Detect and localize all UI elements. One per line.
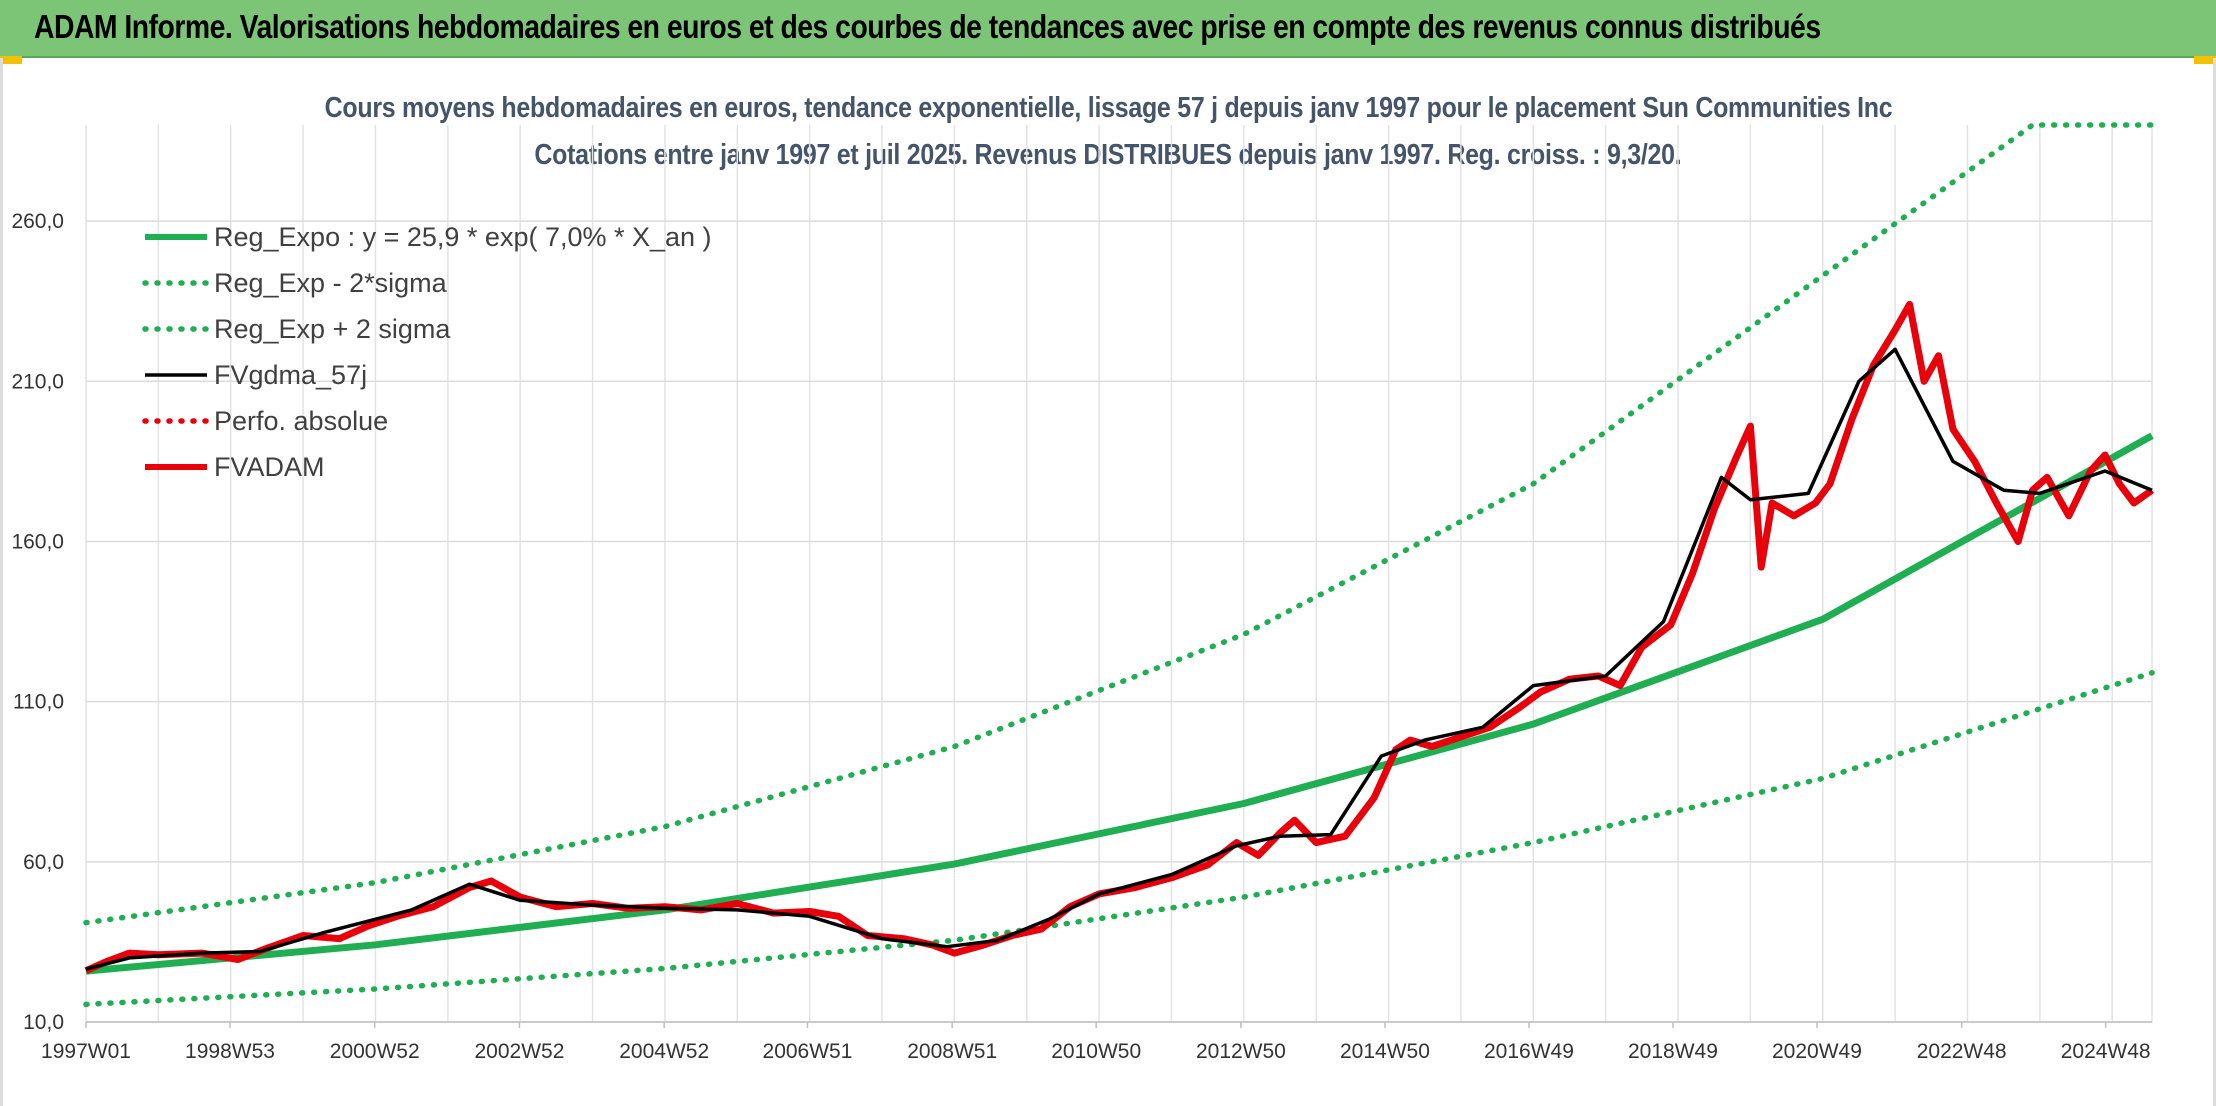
legend: Reg_Expo : y = 25,9 * exp( 7,0% * X_an )… xyxy=(142,222,712,482)
y-tick-label: 10,0 xyxy=(23,1011,64,1034)
x-tick-label: 2016W49 xyxy=(1484,1040,1574,1063)
x-tick-label: 2020W49 xyxy=(1772,1040,1862,1063)
x-tick-label: 2012W50 xyxy=(1196,1040,1286,1063)
y-tick-label: 160,0 xyxy=(11,530,64,553)
x-tick-label: 2010W50 xyxy=(1051,1040,1141,1063)
x-tick-label: 2000W52 xyxy=(330,1040,420,1063)
legend-entry: Reg_Exp + 2 sigma xyxy=(214,314,451,344)
x-tick-label: 2008W51 xyxy=(907,1040,997,1063)
legend-entry: FVADAM xyxy=(214,452,325,482)
y-tick-label: 110,0 xyxy=(13,691,64,714)
x-tick-label: 2014W50 xyxy=(1340,1040,1430,1063)
y-tick-label: 210,0 xyxy=(11,370,64,393)
x-tick-label: 2022W48 xyxy=(1917,1040,2007,1063)
x-tick-label: 1998W53 xyxy=(185,1040,275,1063)
legend-entry: Perfo. absolue xyxy=(214,406,388,436)
corner-marker-left xyxy=(0,56,22,64)
chart-subtitle: Cotations entre janv 1997 et juil 2025. … xyxy=(534,139,1682,171)
legend-entry: Reg_Exp - 2*sigma xyxy=(214,268,448,298)
x-tick-label: 2024W48 xyxy=(2061,1040,2151,1063)
report-title: ADAM Informe. Valorisations hebdomadaire… xyxy=(34,8,1821,45)
x-tick-label: 2018W49 xyxy=(1628,1040,1718,1063)
series-line-3 xyxy=(85,347,2153,971)
right-edge xyxy=(2213,58,2216,1106)
axis-layer: 10,0 60,0 110,0 160,0 210,0 260,0 1997W01 1998W… xyxy=(11,210,2152,1063)
series-line-2 xyxy=(83,122,2155,926)
x-tick-label: 2002W52 xyxy=(475,1040,565,1063)
y-tick-label: 260,0 xyxy=(11,210,64,233)
x-tick-label: 1997W01 xyxy=(41,1040,131,1063)
legend-entry: FVgdma_57j xyxy=(214,360,367,390)
left-edge xyxy=(0,58,3,1106)
series-line-0 xyxy=(85,432,2154,975)
series-layer xyxy=(83,122,2155,1008)
legend-entry: Reg_Expo : y = 25,9 * exp( 7,0% * X_an ) xyxy=(214,222,712,252)
y-tick-label: 60,0 xyxy=(23,851,64,874)
corner-marker-right xyxy=(2194,56,2216,64)
series-line-5 xyxy=(84,300,2155,974)
x-tick-label: 2006W51 xyxy=(763,1040,853,1063)
chart-title: Cours moyens hebdomadaires en euros, ten… xyxy=(324,92,1892,124)
x-tick-label: 2004W52 xyxy=(619,1040,709,1063)
series-line-1 xyxy=(83,670,2155,1008)
header-banner: ADAM Informe. Valorisations hebdomadaire… xyxy=(0,0,2216,58)
